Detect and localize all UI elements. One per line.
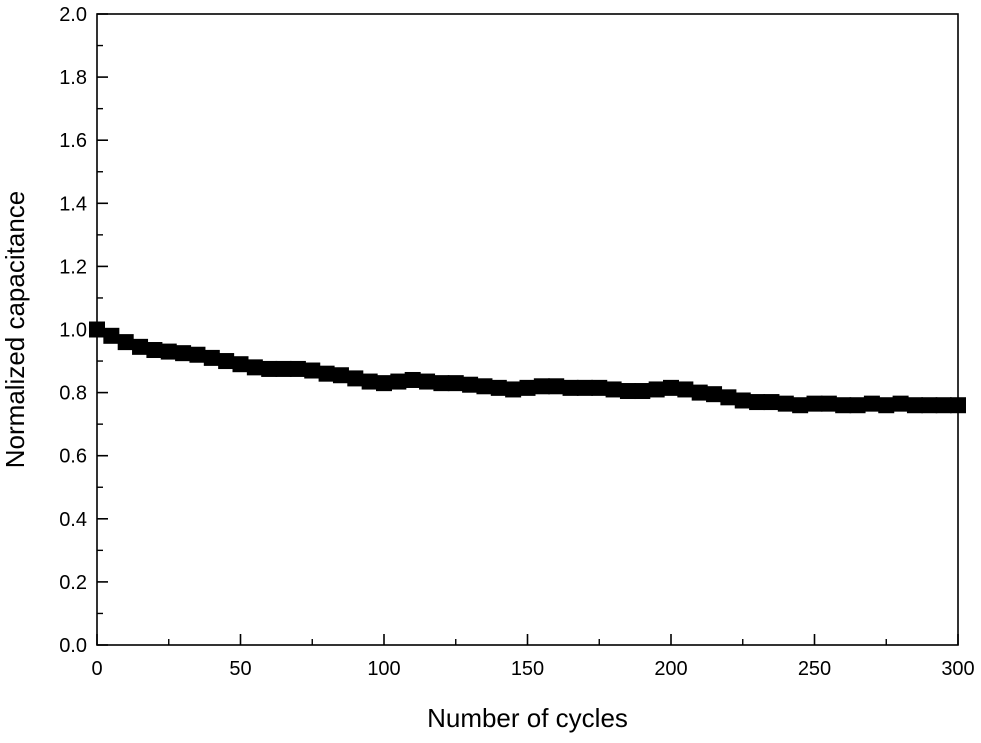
data-point [763, 394, 780, 411]
y-axis-title: Normalized capacitance [0, 191, 30, 468]
x-tick-label: 0 [91, 658, 102, 680]
data-point [289, 360, 306, 377]
data-point [304, 362, 321, 379]
data-point [505, 381, 522, 398]
data-point [663, 379, 679, 396]
data-point [648, 381, 665, 398]
data-point [261, 360, 278, 377]
data-point [318, 365, 335, 382]
data-point [275, 360, 292, 377]
data-point [519, 379, 536, 396]
data-point [218, 353, 235, 370]
x-tick-label: 150 [511, 658, 544, 680]
x-tick-label: 100 [367, 658, 400, 680]
data-point [734, 392, 751, 409]
x-tick-label: 200 [654, 658, 687, 680]
data-point [777, 395, 794, 412]
data-point [160, 343, 177, 360]
y-tick-label: 1.8 [59, 67, 87, 89]
data-point [950, 397, 966, 414]
data-point [332, 367, 349, 384]
y-tick-label: 0.4 [59, 509, 87, 531]
y-tick-label: 0.8 [59, 383, 87, 405]
data-point [619, 383, 636, 400]
data-point [548, 378, 565, 395]
data-point [562, 379, 579, 396]
axes: 0 50 100 150 200 250 300 0.0 0.2 0.4 0.6 0.8 1.0 1.2 1… [59, 4, 975, 680]
data-point [146, 342, 163, 359]
y-tick-label: 1.0 [59, 320, 87, 342]
y-tick-label: 0.0 [59, 635, 87, 657]
data-point [820, 395, 837, 412]
data-point [835, 397, 852, 414]
data-point [892, 395, 909, 412]
data-point [132, 338, 149, 355]
data-point [749, 394, 766, 411]
y-tick-label: 1.2 [59, 256, 87, 278]
x-axis-title: Number of cycles [427, 703, 628, 733]
data-point [246, 359, 263, 376]
data-point [605, 381, 622, 398]
data-point [175, 345, 192, 362]
data-point [490, 379, 507, 396]
data-point [792, 397, 809, 414]
y-tick-label: 1.6 [59, 130, 87, 152]
data-point [189, 346, 206, 363]
data-point [347, 370, 364, 387]
data-point [921, 397, 938, 414]
data-point [376, 375, 392, 392]
data-point [863, 395, 880, 412]
data-point [433, 375, 450, 392]
data-point [706, 386, 723, 403]
data-point [462, 376, 479, 393]
x-tick-label: 50 [229, 658, 251, 680]
y-tick-label: 1.4 [59, 193, 87, 215]
data-point [634, 383, 651, 400]
data-point [476, 378, 493, 395]
data-points [89, 321, 966, 414]
y-tick-label: 2.0 [59, 4, 87, 26]
data-point [591, 379, 608, 396]
plot-frame [96, 13, 959, 646]
plot-area [96, 13, 959, 646]
data-point [232, 356, 249, 373]
data-point [677, 381, 694, 398]
data-point [806, 395, 823, 412]
data-point [103, 327, 120, 344]
data-point [447, 375, 464, 392]
data-point [404, 371, 421, 388]
data-point [361, 373, 378, 390]
data-point [117, 334, 134, 351]
data-point [878, 397, 895, 414]
data-point [533, 378, 550, 395]
x-tick-label: 300 [941, 658, 974, 680]
y-tick-label: 0.2 [59, 572, 87, 594]
data-point [935, 397, 952, 414]
data-point [203, 349, 220, 366]
data-point [691, 384, 708, 401]
data-point [390, 373, 407, 390]
data-point [849, 397, 866, 414]
x-tick-label: 250 [798, 658, 831, 680]
data-point [419, 373, 436, 390]
y-tick-label: 0.6 [59, 446, 87, 468]
data-point [906, 397, 923, 414]
data-point [576, 379, 593, 396]
data-point [720, 389, 737, 406]
